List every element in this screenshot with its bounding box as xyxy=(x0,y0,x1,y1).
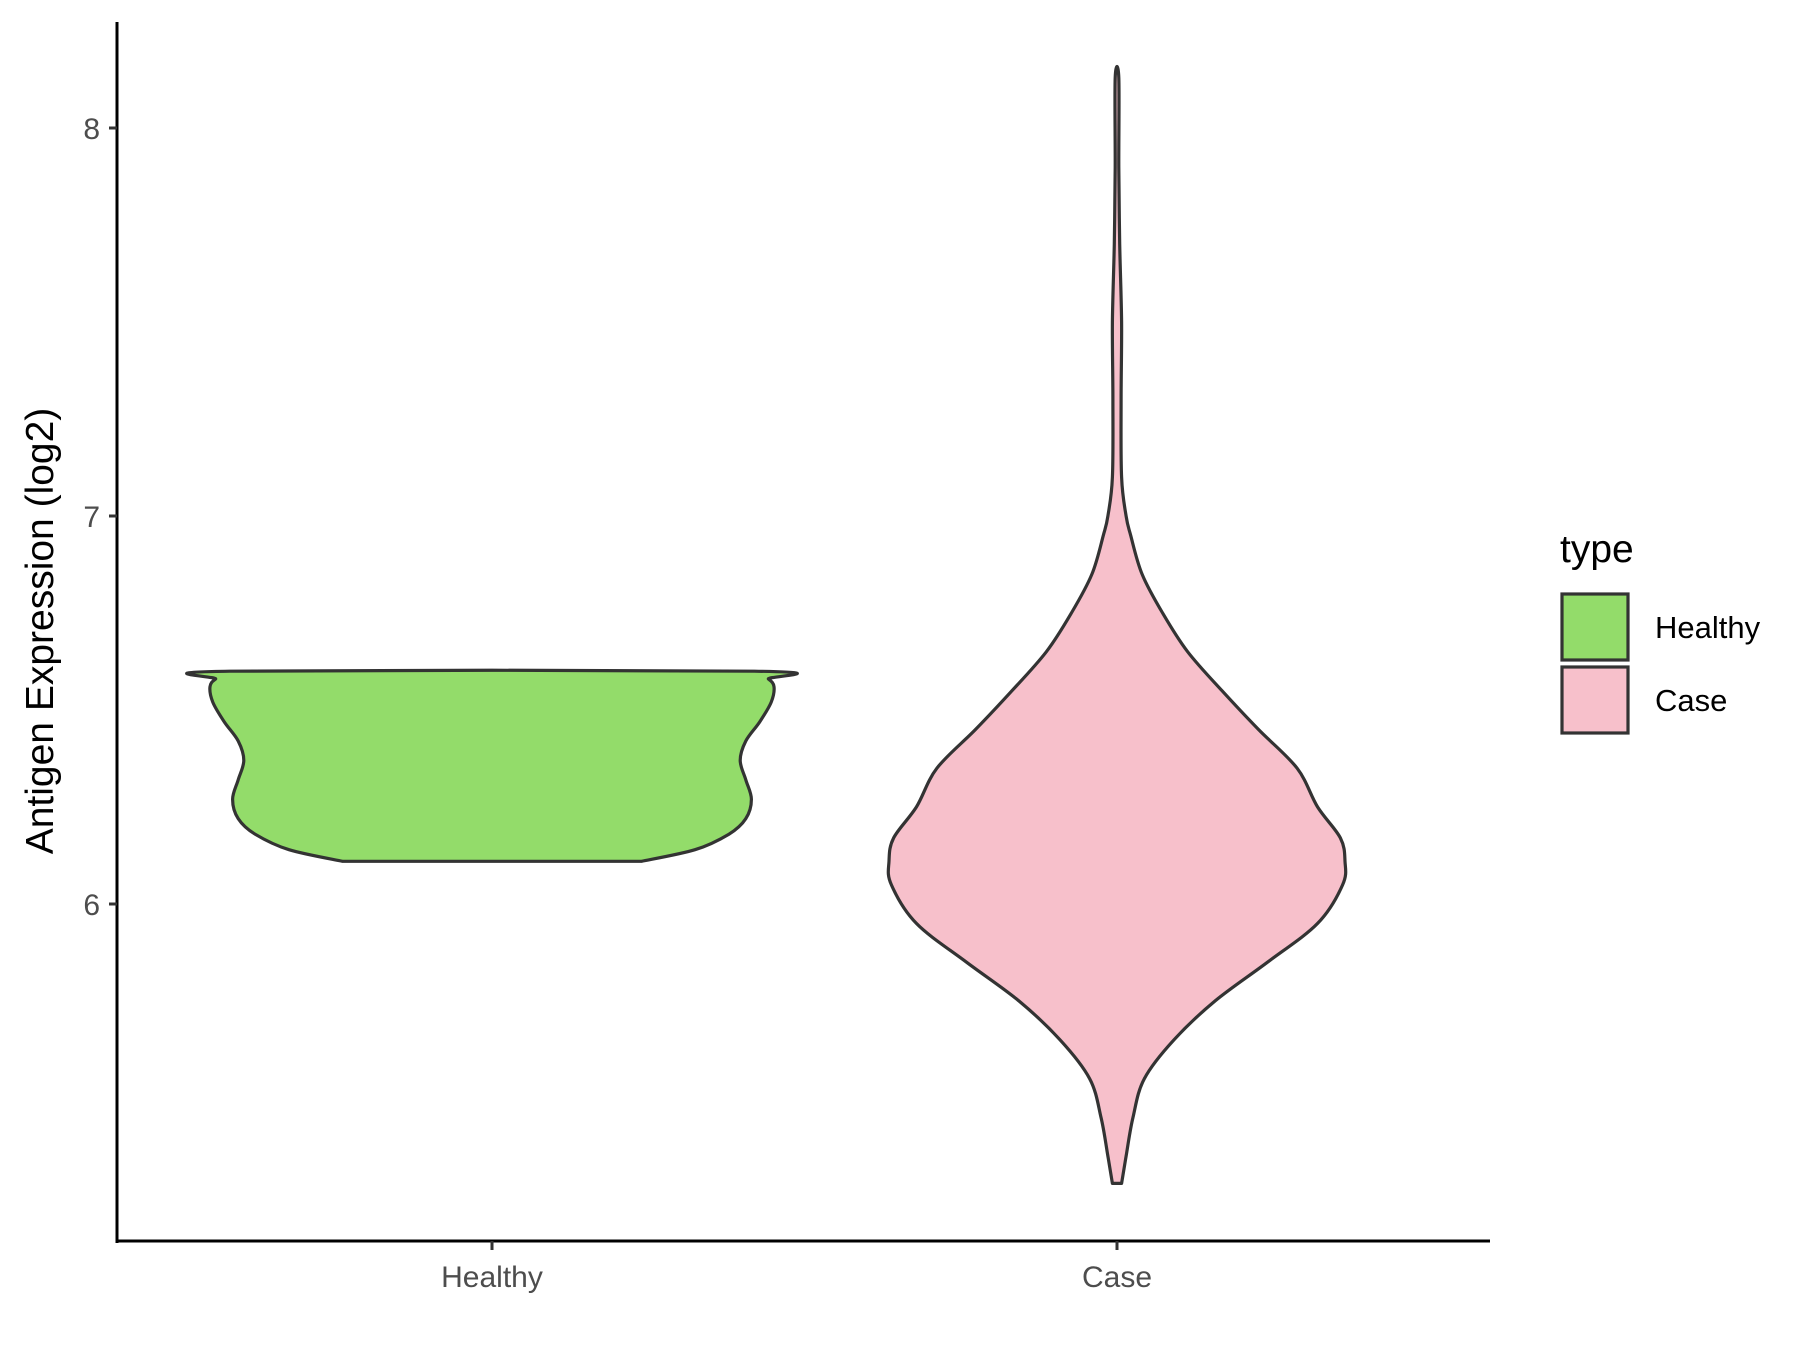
y-tick-label: 6 xyxy=(83,889,100,922)
y-axis-ticks: 6 7 8 xyxy=(83,113,117,922)
x-tick-label-healthy: Healthy xyxy=(441,1261,543,1294)
y-tick-label: 8 xyxy=(83,113,100,146)
y-axis-title: Antigen Expression (log2) xyxy=(19,408,62,855)
legend-label-healthy: Healthy xyxy=(1655,610,1761,645)
legend-title: type xyxy=(1560,528,1634,571)
legend-key-healthy xyxy=(1560,592,1630,662)
x-axis-ticks: Healthy Case xyxy=(441,1241,1152,1294)
violin-case xyxy=(886,64,1348,1185)
x-tick-label-case: Case xyxy=(1082,1261,1152,1294)
legend-label-case: Case xyxy=(1655,683,1727,718)
y-tick-label: 7 xyxy=(83,501,100,534)
legend-key-case xyxy=(1560,665,1630,735)
violin-healthy xyxy=(185,668,799,863)
legend: type Healthy Case xyxy=(1560,528,1761,735)
violin-layer xyxy=(185,64,1348,1185)
